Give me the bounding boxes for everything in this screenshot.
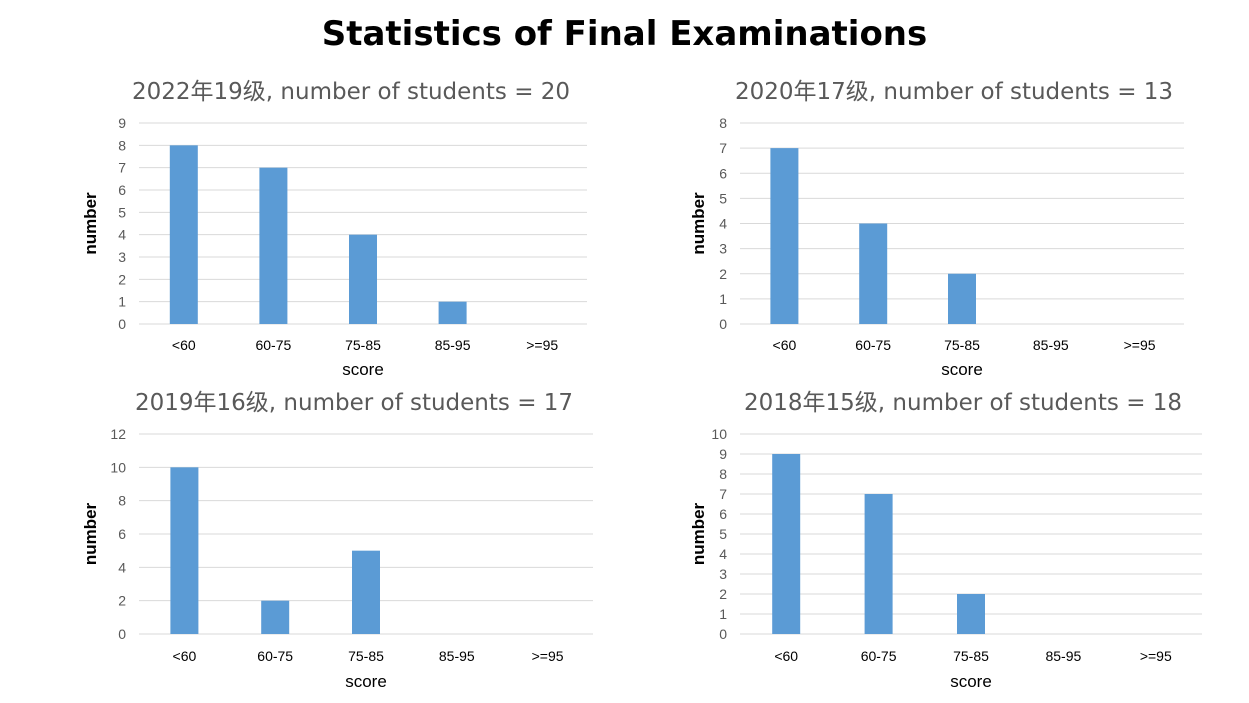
- chart-title: 2018年15级, number of students = 18: [744, 390, 1182, 416]
- x-category-label: 85-95: [439, 648, 475, 664]
- x-category-label: 75-85: [944, 337, 980, 353]
- y-axis-label: number: [81, 502, 100, 565]
- y-axis-label: number: [81, 192, 100, 255]
- chart-panel-2019: 2019年16级, number of students = 17 0 2 4 6 8 10…: [75, 382, 635, 692]
- y-tick-label: 6: [118, 182, 126, 198]
- x-category-label: 85-95: [435, 337, 471, 353]
- bar: [352, 550, 380, 634]
- x-axis-label: score: [950, 672, 992, 691]
- y-tick-label: 0: [118, 316, 126, 332]
- x-axis-label: score: [941, 360, 983, 379]
- y-tick-label: 3: [719, 566, 727, 582]
- x-category-label: 60-75: [255, 337, 291, 353]
- x-axis-label: score: [345, 672, 387, 691]
- y-tick-label: 3: [118, 249, 126, 265]
- bar: [859, 223, 888, 324]
- x-category-label: 60-75: [861, 648, 897, 664]
- y-tick-label: 9: [719, 446, 727, 462]
- bar: [259, 167, 288, 324]
- x-category-label: 75-85: [348, 648, 384, 664]
- y-tick-label: 8: [719, 115, 727, 131]
- bar: [170, 467, 199, 634]
- y-tick-label: 0: [719, 316, 727, 332]
- x-category-label: 85-95: [1045, 648, 1081, 664]
- y-tick-label: 6: [719, 506, 727, 522]
- bar: [438, 301, 467, 324]
- bar: [261, 600, 290, 634]
- x-category-label: <60: [172, 337, 196, 353]
- y-tick-label: 7: [118, 160, 126, 176]
- x-category-label: 60-75: [257, 648, 293, 664]
- chart-panel-2022: 2022年19级, number of students = 20 0 1 2 3 4 5 6…: [75, 70, 635, 380]
- y-tick-label: 7: [719, 140, 727, 156]
- y-tick-label: 2: [719, 266, 727, 282]
- x-category-label: <60: [173, 648, 197, 664]
- y-tick-label: 10: [110, 459, 126, 475]
- x-category-label: >=95: [1140, 648, 1172, 664]
- chart-title: 2022年19级, number of students = 20: [132, 79, 570, 105]
- bar-chart-svg: 2022年19级, number of students = 20 0 1 2 3 4 5 6…: [81, 79, 587, 379]
- x-category-label: <60: [774, 648, 798, 664]
- y-tick-label: 2: [118, 593, 126, 609]
- bar: [169, 145, 198, 324]
- bar: [772, 454, 801, 634]
- bar-chart-svg: 2020年17级, number of students = 13 0 1 2 3 4 5 6…: [689, 79, 1184, 379]
- y-tick-label: 2: [719, 586, 727, 602]
- bar: [349, 234, 377, 324]
- x-category-label: >=95: [532, 648, 564, 664]
- y-tick-label: 4: [719, 216, 727, 232]
- y-tick-label: 4: [719, 546, 727, 562]
- y-tick-label: 5: [719, 190, 727, 206]
- bar: [957, 594, 985, 634]
- chart-panel-2018: 2018年15级, number of students = 18 0 1 2 3 4 5 6…: [680, 382, 1240, 692]
- bar: [770, 148, 799, 324]
- x-category-label: >=95: [526, 337, 558, 353]
- chart-title: 2020年17级, number of students = 13: [735, 79, 1173, 105]
- y-tick-label: 0: [118, 626, 126, 642]
- y-tick-label: 5: [719, 526, 727, 542]
- x-category-label: 75-85: [953, 648, 989, 664]
- y-tick-label: 4: [118, 559, 126, 575]
- x-axis-label: score: [342, 360, 384, 379]
- y-tick-label: 1: [719, 606, 727, 622]
- x-category-label: >=95: [1124, 337, 1156, 353]
- y-tick-label: 12: [110, 426, 126, 442]
- y-tick-label: 8: [719, 466, 727, 482]
- bar-chart-svg: 2018年15级, number of students = 18 0 1 2 3 4 5 6…: [689, 390, 1202, 691]
- y-tick-label: 5: [118, 204, 126, 220]
- y-tick-label: 10: [711, 426, 727, 442]
- chart-panel-2020: 2020年17级, number of students = 13 0 1 2 3 4 5 6…: [680, 70, 1240, 380]
- y-tick-label: 4: [118, 227, 126, 243]
- bar-chart-svg: 2019年16级, number of students = 17 0 2 4 6 8 10…: [81, 390, 593, 691]
- y-tick-label: 1: [118, 294, 126, 310]
- y-axis-label: number: [689, 192, 708, 255]
- y-tick-label: 2: [118, 271, 126, 287]
- chart-title: 2019年16级, number of students = 17: [135, 390, 573, 416]
- y-tick-label: 3: [719, 241, 727, 257]
- y-axis-label: number: [689, 502, 708, 565]
- x-category-label: 85-95: [1033, 337, 1069, 353]
- page-title: Statistics of Final Examinations: [321, 14, 928, 54]
- y-tick-label: 9: [118, 115, 126, 131]
- y-tick-label: 8: [118, 493, 126, 509]
- y-tick-label: 0: [719, 626, 727, 642]
- y-tick-label: 6: [719, 165, 727, 181]
- x-category-label: <60: [773, 337, 797, 353]
- bar: [948, 273, 976, 324]
- y-tick-label: 1: [719, 291, 727, 307]
- x-category-label: 60-75: [855, 337, 891, 353]
- x-category-label: 75-85: [345, 337, 381, 353]
- y-tick-label: 7: [719, 486, 727, 502]
- bar: [864, 494, 893, 634]
- y-tick-label: 6: [118, 526, 126, 542]
- y-tick-label: 8: [118, 137, 126, 153]
